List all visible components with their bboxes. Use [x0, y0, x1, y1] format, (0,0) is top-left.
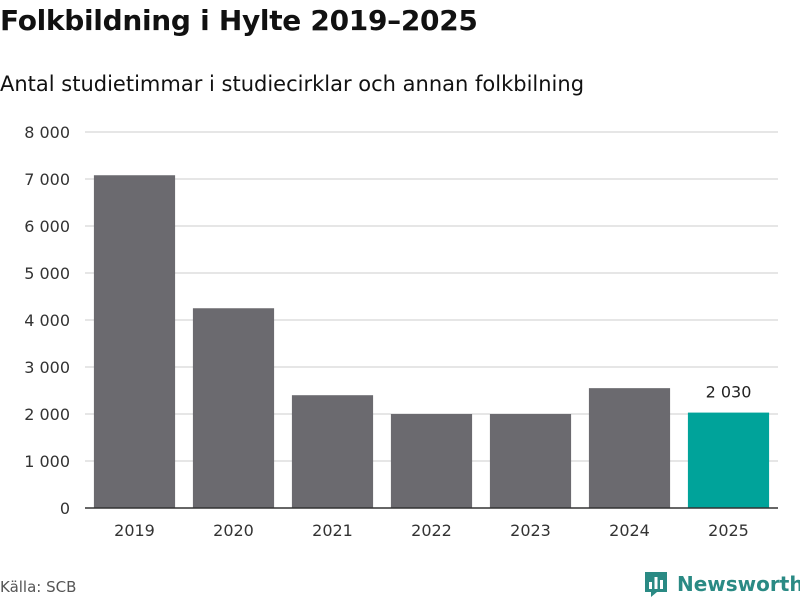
y-tick-label: 2 000: [24, 405, 70, 424]
source-note: Källa: SCB: [0, 578, 77, 596]
bar-chart-logo-icon: [645, 572, 667, 597]
bar: [93, 175, 176, 509]
x-tick-label: 2021: [312, 521, 353, 540]
y-tick-label: 7 000: [24, 170, 70, 189]
chart-subtitle: Antal studietimmar i studiecirklar och a…: [0, 72, 585, 96]
y-tick-label: 5 000: [24, 264, 70, 283]
bar: [192, 308, 275, 508]
x-tick-label: 2024: [609, 521, 650, 540]
bar: [390, 414, 473, 508]
chart-title: Folkbildning i Hylte 2019–2025: [0, 4, 478, 37]
bar: [291, 395, 374, 508]
brand-logo[interactable]: Newsworthy: [643, 570, 800, 598]
bar: [588, 388, 671, 508]
x-tick-label: 2020: [213, 521, 254, 540]
y-tick-label: 3 000: [24, 358, 70, 377]
bar: [489, 414, 572, 508]
y-tick-label: 6 000: [24, 217, 70, 236]
y-tick-label: 4 000: [24, 311, 70, 330]
y-tick-label: 0: [60, 499, 70, 518]
y-tick-label: 1 000: [24, 452, 70, 471]
x-tick-label: 2023: [510, 521, 551, 540]
x-tick-label: 2025: [708, 521, 749, 540]
bar: [687, 412, 770, 508]
x-tick-label: 2019: [114, 521, 155, 540]
y-tick-label: 8 000: [24, 123, 70, 142]
data-label: 2 030: [706, 383, 752, 402]
x-tick-label: 2022: [411, 521, 452, 540]
brand-name: Newsworthy: [677, 572, 800, 596]
